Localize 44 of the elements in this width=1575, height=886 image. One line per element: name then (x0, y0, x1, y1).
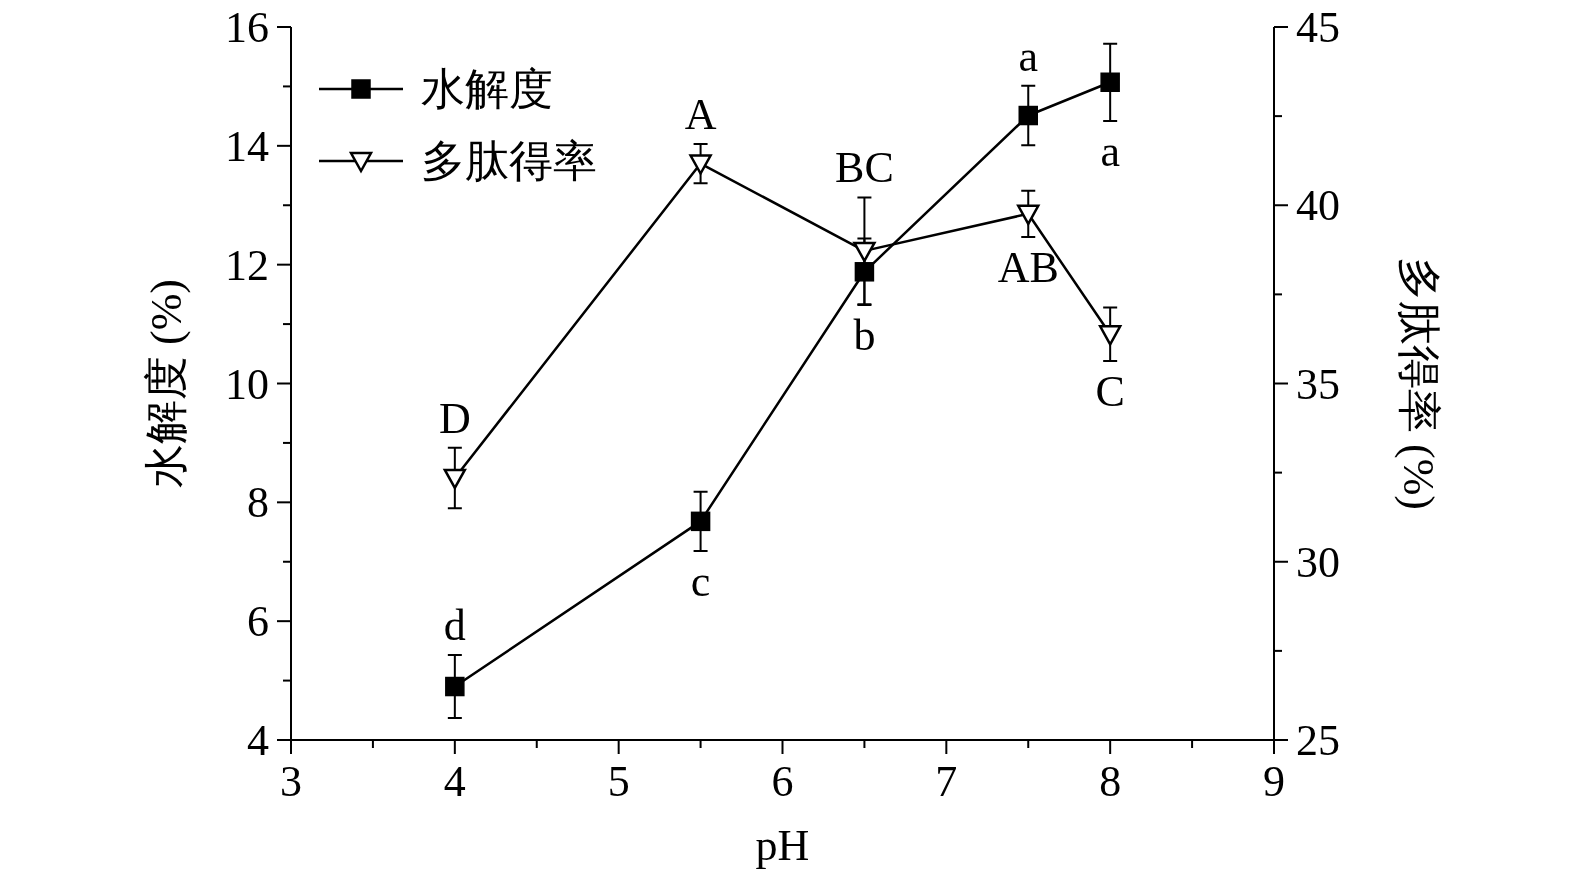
y-axis-title: 水解度 (%) (142, 279, 191, 488)
data-label: a (1018, 31, 1039, 81)
point (445, 676, 465, 697)
point (690, 511, 711, 532)
point (1018, 105, 1038, 126)
data-label: C (1095, 367, 1125, 417)
data-label: D (438, 393, 471, 443)
point (854, 262, 875, 282)
point (689, 154, 712, 175)
point (1017, 204, 1040, 226)
point (853, 241, 876, 263)
x-tick-label: 3 (280, 757, 302, 806)
data-label: c (690, 557, 711, 607)
y-tick-label: 8 (247, 478, 269, 528)
y2-tick-label: 45 (1296, 3, 1340, 52)
point (1098, 325, 1122, 346)
data-label: d (443, 601, 466, 651)
data-label: AB (997, 242, 1059, 292)
y-tick-label: 6 (247, 597, 269, 647)
y2-tick-label: 35 (1296, 359, 1340, 409)
y-tick-label: 4 (247, 716, 269, 765)
legend-label: 多肽得率 (421, 137, 597, 186)
data-label: BC (835, 143, 894, 193)
data-label: a (1100, 126, 1120, 176)
y2-tick-label: 30 (1296, 537, 1340, 587)
data-label: A (684, 89, 717, 139)
y-tick-label: 10 (225, 359, 269, 409)
x-axis-title: pH (755, 821, 810, 870)
y-tick-label: 14 (225, 121, 269, 171)
y-tick-label: 12 (225, 240, 269, 290)
data-label: b (853, 311, 876, 361)
y2-tick-label: 40 (1296, 181, 1340, 231)
x-tick-label: 7 (935, 757, 958, 806)
y2-tick-label: 25 (1296, 716, 1340, 765)
y-tick-label: 16 (225, 3, 269, 52)
legend-label: 水解度 (421, 65, 553, 114)
x-tick-label: 8 (1099, 757, 1122, 806)
point (1100, 72, 1120, 93)
point (443, 468, 467, 490)
x-tick-label: 4 (443, 757, 466, 806)
x-tick-label: 5 (607, 757, 630, 806)
x-tick-label: 9 (1263, 757, 1285, 806)
x-tick-label: 6 (771, 757, 794, 806)
y2-axis-title: 多肽得率 (%) (1394, 257, 1443, 510)
